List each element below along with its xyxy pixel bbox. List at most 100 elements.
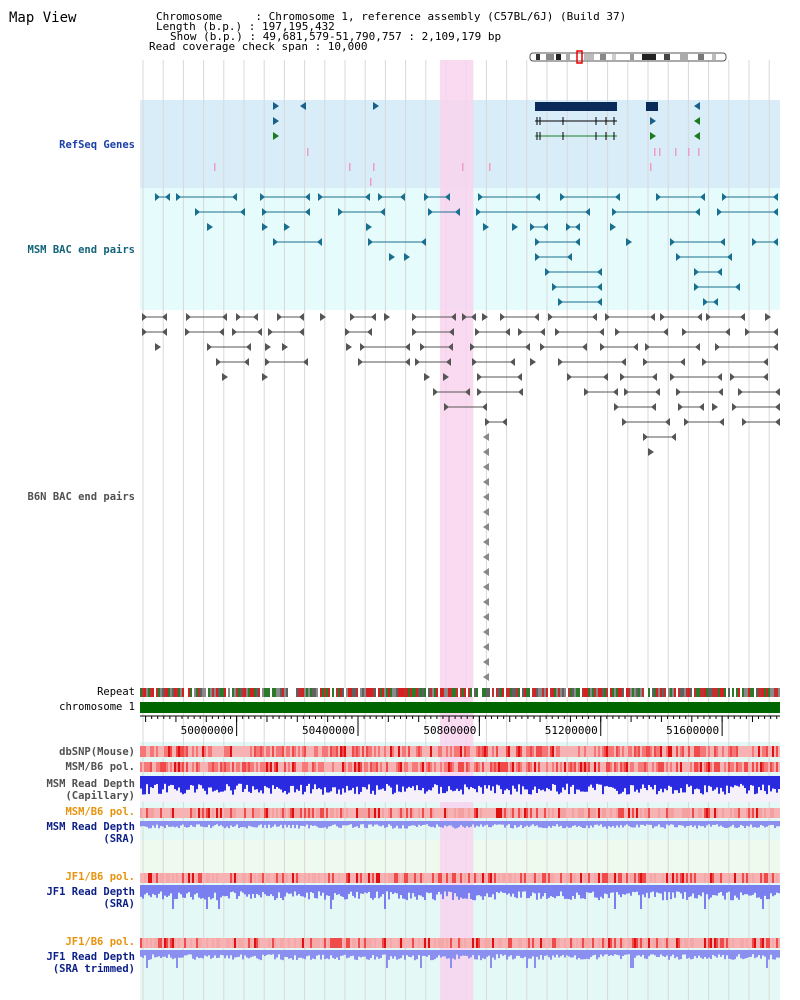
msm-bac-pair-end [262,208,267,216]
b6n-bac-pair-end [525,343,530,351]
msm-bac-pair [428,208,460,216]
repeat-segment [222,688,224,697]
repeat-segment [476,688,478,697]
repeat-segment [696,688,698,697]
b6n-bac-pair [444,403,487,411]
msm-bac-pair-end [585,208,590,216]
b6n-bac-pair-end [358,358,363,366]
repeat-segment [692,688,694,697]
repeat-segment [182,688,184,697]
msm-bac-pair-end [552,283,557,291]
repeat-segment [752,688,754,697]
repeat-segment [146,688,148,697]
track-label-msm-b6-pol-1: MSM/B6 pol. [65,761,135,773]
repeat-segment [176,688,178,697]
b6n-bac-pair-end [671,433,676,441]
b6n-bac-pair-end [185,328,190,336]
msm-b6-pol-heatmap-2 [140,808,780,818]
repeat-segment [168,688,170,697]
repeat-segment [286,688,288,697]
msm-bac-pair [424,193,450,201]
repeat-segment [518,688,520,697]
b6n-bac-pair-end [405,358,410,366]
msm-bac-pair-end [155,193,160,201]
repeat-segment [310,688,312,697]
msm-bac-end [207,223,213,231]
b6n-bac-end [424,373,430,381]
track-label-jf1-depth-trim: JF1 Read Depth [46,951,135,963]
b6n-bac-pair [518,328,545,336]
msm-bac-pair [670,238,725,246]
b6n-bac-pair-end [665,418,670,426]
b6n-bac-pair [350,313,376,321]
msm-bac-pair [368,238,426,246]
b6n-bac-pair [670,373,722,381]
repeat-segment [244,688,246,697]
msm-bac-pair-end [597,268,602,276]
repeat-segment [666,688,668,697]
b6n-bac-end [482,313,488,321]
b6n-bac-pair [684,418,724,426]
repeat-segment [346,688,348,697]
repeat-segment [610,688,612,697]
b6n-bac-pair-end [244,358,249,366]
track-label-jf1-b6-pol-2: JF1/B6 pol. [65,936,135,948]
repeat-segment [748,688,750,697]
msm-bac-end [389,253,395,261]
repeat-segment [758,688,760,697]
axis-tick-label: 50800000 [423,724,476,737]
repeat-segment [188,688,190,697]
repeat-segment [454,688,456,697]
repeat-segment [234,688,236,697]
b6n-bac-pair [730,373,768,381]
b6n-bac-pair [207,343,251,351]
repeat-segment [260,688,262,697]
refseq-genes-features[interactable] [214,102,700,186]
repeat-segment [338,688,340,697]
msm-bac-pair-end [378,193,383,201]
repeat-segment [366,688,368,697]
b6n-bac-end [483,643,489,651]
b6n-bac-end-pairs-features[interactable] [142,313,780,681]
msm-bac-pair-end [535,253,540,261]
repeat-segment [206,688,208,697]
repeat-segment [552,688,554,697]
repeat-segment [704,688,706,697]
track-label-jf1-b6-pol-1: JF1/B6 pol. [65,871,135,883]
b6n-bac-pair [620,373,657,381]
msm-bac-pair-end [575,223,580,231]
repeat-segment [218,688,220,697]
refseq-marker [698,148,700,156]
coverage-span-info: Read coverage check span : 10,000 [149,40,368,53]
length-info: Length (b.p.) : 197,195,432 [156,20,335,33]
jf1-b6-pol-heatmap [140,873,780,883]
repeat-segment [450,688,452,697]
repeat-segment [646,688,648,697]
repeat-segment [544,688,546,697]
msm-bac-end-pairs-features[interactable] [155,193,778,306]
b6n-bac-pair-end [706,313,711,321]
repeat-segment [562,688,564,697]
msm-bac-pair-end [195,208,200,216]
repeat-segment [418,688,420,697]
repeat-segment [460,688,462,697]
b6n-bac-pair [420,343,453,351]
repeat-segment [326,688,328,697]
b6n-bac-pair-end [718,388,723,396]
refseq-gene-block [535,102,617,111]
track-label-b6n-bac: B6N BAC end pairs [27,491,135,503]
b6n-bac-pair-end [555,328,560,336]
repeat-segment [640,688,642,697]
refseq-gene-arrow [273,117,279,125]
repeat-segment [190,688,192,697]
b6n-bac-pair-end [345,328,350,336]
repeat-segment [594,688,596,697]
b6n-bac-end [282,343,288,351]
msm-bac-pair [558,298,602,306]
repeat-segment [624,688,626,697]
chromosome-ideogram[interactable] [529,50,727,64]
repeat-segment [184,688,186,697]
repeat-segment [744,688,746,697]
repeat-segment [570,688,572,697]
